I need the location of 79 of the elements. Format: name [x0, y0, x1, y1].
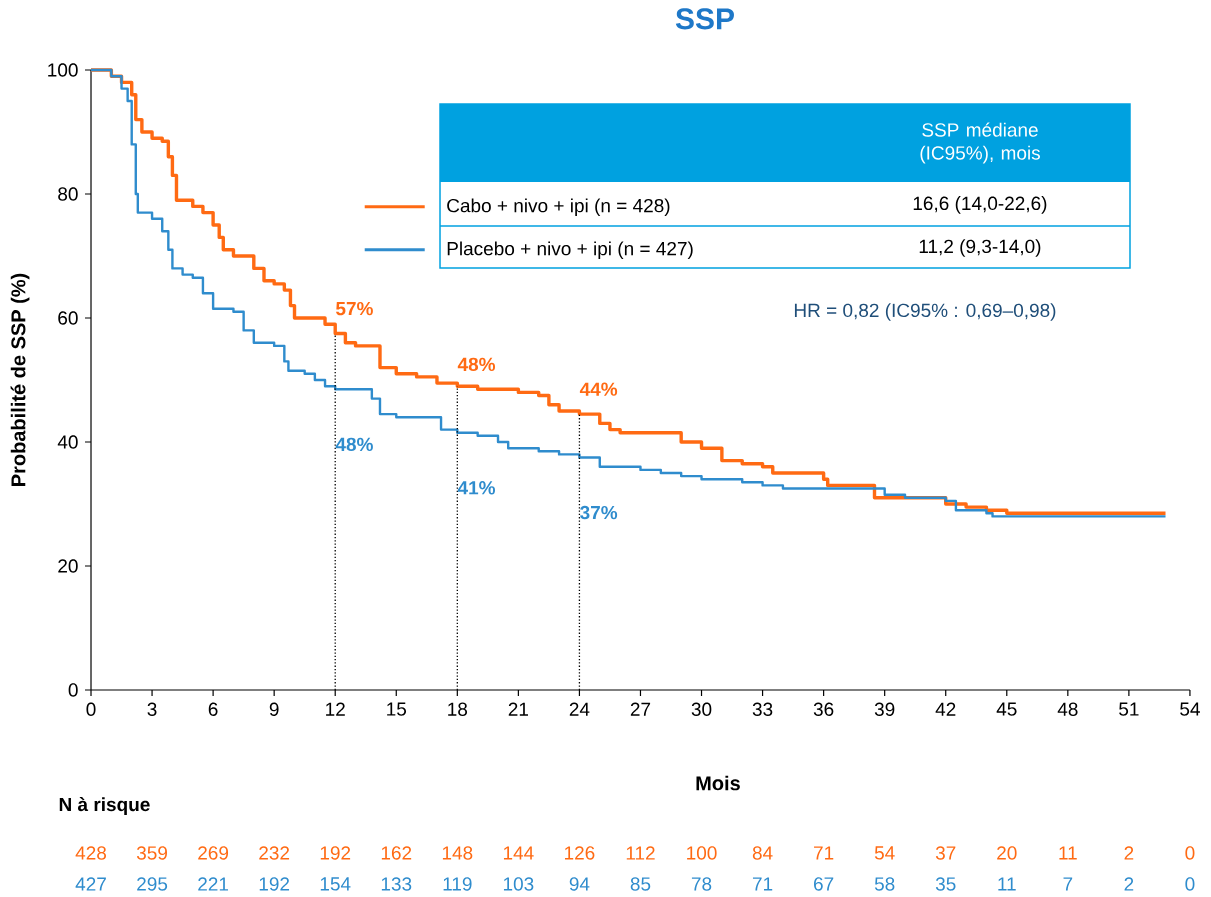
x-tick-label: 24	[569, 702, 590, 716]
y-axis-title: Probabilité de SSP (%)	[10, 273, 30, 486]
text: 11	[1059, 846, 1077, 860]
y-tick-label: 0	[68, 683, 78, 697]
annotation: 37%	[580, 505, 618, 520]
text: 428	[75, 846, 107, 860]
annotation: 57%	[335, 301, 373, 316]
chart-title: SSP	[675, 8, 734, 30]
text: N à risque	[59, 797, 150, 815]
text: 162	[381, 846, 412, 860]
x-tick-label: 30	[691, 702, 712, 716]
text: 7	[1063, 877, 1073, 891]
text: 103	[503, 877, 534, 891]
x-tick-label: 45	[996, 702, 1017, 716]
text: 85	[630, 877, 651, 891]
x-tick-label: 18	[448, 702, 468, 716]
text: 148	[442, 846, 473, 860]
annotation: 48%	[457, 357, 496, 372]
x-tick-label: 15	[387, 702, 407, 716]
text: 133	[381, 877, 412, 891]
text: 84	[752, 846, 773, 860]
text: 35	[935, 877, 956, 891]
x-tick-label: 6	[208, 702, 218, 716]
text: 100	[687, 846, 717, 860]
annotation: 16,6 (14,0-22,6)	[913, 196, 1047, 214]
x-tick-label: 42	[935, 702, 956, 716]
text: 71	[814, 846, 834, 860]
text: 11	[998, 877, 1016, 891]
x-tick-label: 3	[147, 702, 157, 716]
x-tick-label: 12	[326, 702, 345, 716]
x-tick-label: 9	[269, 702, 279, 716]
text: 192	[320, 846, 351, 860]
text: 427	[75, 877, 106, 891]
text: 154	[320, 877, 351, 891]
x-axis-title: Mois	[696, 775, 740, 791]
text: 232	[259, 846, 290, 860]
legend-label: Cabo + nivo + ipi (n = 428)	[447, 198, 670, 217]
x-tick-label: 51	[1119, 702, 1139, 716]
annotation: HR = 0,82 (IC95% : 0,69–0,98)	[794, 303, 1056, 321]
text: 58	[874, 877, 895, 891]
text: 112	[626, 846, 655, 860]
text: 0	[1185, 877, 1195, 891]
text: 67	[814, 877, 834, 891]
text: 94	[569, 877, 590, 891]
text: 359	[136, 846, 167, 860]
y-tick-label: 60	[58, 311, 78, 325]
annotation: SSP médiane (IC95%), mois	[920, 122, 1040, 164]
text: 2	[1124, 877, 1134, 891]
y-tick-label: 40	[57, 435, 78, 449]
text: 295	[137, 877, 168, 891]
x-tick-label: 36	[813, 702, 834, 716]
x-tick-label: 21	[508, 702, 528, 716]
text: 119	[443, 877, 472, 891]
x-tick-label: 39	[874, 702, 895, 716]
text: 71	[752, 877, 773, 891]
y-tick-label: 100	[48, 63, 78, 77]
text: 37	[935, 846, 956, 860]
text: 54	[874, 846, 895, 860]
text: 221	[198, 877, 229, 891]
x-tick-label: 54	[1180, 702, 1200, 716]
annotation: 48%	[335, 437, 373, 452]
x-tick-label: 27	[630, 702, 651, 716]
x-tick-label: 48	[1057, 702, 1078, 716]
text: 269	[198, 846, 229, 860]
text: 2	[1124, 846, 1134, 860]
text: 0	[1185, 846, 1195, 860]
text: 126	[565, 846, 595, 860]
text: 192	[259, 877, 290, 891]
x-tick-label: 33	[752, 702, 773, 716]
annotation: 41%	[457, 481, 496, 495]
annotation: 44%	[579, 382, 618, 396]
text: 78	[691, 877, 712, 891]
y-tick-label: 80	[58, 187, 78, 201]
text: 144	[503, 846, 534, 860]
legend-label: Placebo + nivo + ipi (n = 427)	[447, 241, 693, 260]
text: 20	[997, 846, 1017, 860]
y-tick-label: 20	[58, 559, 78, 573]
annotation: 11,2 (9,3-14,0)	[919, 239, 1041, 257]
x-tick-label: 0	[86, 702, 96, 716]
